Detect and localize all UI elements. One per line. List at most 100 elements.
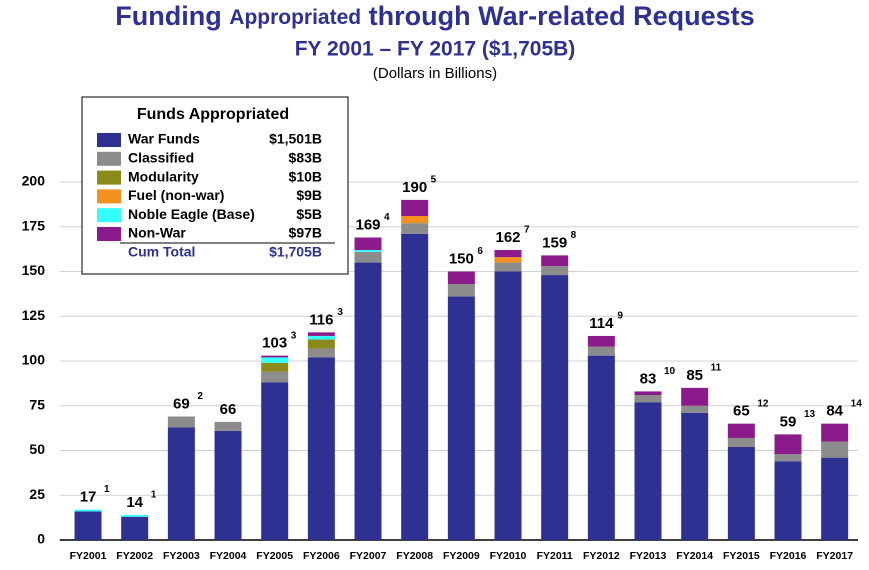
total-label: 169	[356, 216, 381, 233]
y-tick-label: 0	[37, 531, 45, 547]
x-tick-label: FY2002	[116, 550, 153, 562]
legend-value: $1,501B	[269, 131, 322, 147]
footnote-marker: 1	[151, 490, 157, 501]
legend-swatch	[97, 208, 121, 223]
bar-segment	[401, 216, 429, 224]
footnote-marker: 2	[197, 391, 203, 402]
x-tick-label: FY2005	[256, 550, 293, 562]
legend-label: Non-War	[128, 225, 186, 241]
legend-label: Fuel (non-war)	[128, 187, 224, 203]
bar-segment	[821, 423, 849, 442]
y-tick-label: 200	[22, 173, 46, 189]
total-label: 69	[173, 395, 190, 412]
x-tick-label: FY2017	[816, 550, 853, 562]
footnote-marker: 7	[524, 225, 530, 236]
title-part: Appropriated	[229, 6, 361, 29]
title-part: through War-related Requests	[369, 1, 755, 31]
bar-segment	[307, 339, 335, 349]
y-tick-label: 75	[29, 396, 45, 412]
bar-segment	[494, 257, 522, 263]
bar-segment	[681, 387, 709, 406]
legend-swatch	[97, 170, 121, 185]
legend-label: Classified	[128, 150, 194, 166]
x-tick-label: FY2004	[210, 550, 247, 562]
bar-segment	[681, 405, 709, 413]
bar-segment	[261, 355, 289, 358]
bar-segment	[214, 421, 242, 431]
bar-segment	[261, 357, 289, 363]
total-label: 66	[220, 401, 237, 418]
y-tick-label: 25	[29, 486, 45, 502]
bar-segment	[214, 430, 242, 540]
total-label: 14	[126, 494, 143, 511]
bar-segment	[447, 284, 475, 297]
units-note: (Dollars in Billions)	[373, 65, 497, 82]
x-tick-label: FY2015	[723, 550, 760, 562]
bar-segment	[401, 199, 429, 217]
footnote-marker: 14	[851, 398, 863, 409]
total-label: 190	[402, 179, 427, 196]
legend-label: Noble Eagle (Base)	[128, 206, 255, 222]
footnote-marker: 12	[757, 398, 769, 409]
bar-segment	[307, 335, 335, 340]
bar-segment	[354, 262, 382, 540]
bar-segment	[494, 262, 522, 272]
bar-segment	[261, 371, 289, 383]
legend-swatch	[97, 189, 121, 204]
x-tick-label: FY2001	[70, 550, 107, 562]
total-label: 59	[780, 413, 797, 430]
bar-segment	[774, 461, 802, 540]
x-tick-label: FY2003	[163, 550, 200, 562]
x-tick-label: FY2012	[583, 550, 620, 562]
total-label: 84	[826, 403, 843, 420]
bar-segment	[541, 266, 569, 276]
footnote-marker: 3	[291, 330, 297, 341]
total-label: 162	[495, 229, 520, 246]
x-tick-label: FY2013	[630, 550, 667, 562]
total-label: 150	[449, 250, 474, 267]
legend-total-value: $1,705B	[269, 244, 322, 260]
x-tick-label: FY2014	[676, 550, 713, 562]
bar-segment	[681, 412, 709, 540]
total-label: 116	[309, 311, 333, 328]
footnote-marker: 5	[431, 175, 437, 186]
x-tick-label: FY2009	[443, 550, 480, 562]
bar-segment	[261, 382, 289, 540]
footnote-marker: 1	[104, 484, 110, 495]
legend-swatch	[97, 133, 121, 147]
legend-value: $9B	[296, 187, 322, 203]
bar-segment	[121, 514, 149, 517]
bar-segment	[634, 402, 662, 540]
bar-segment	[821, 441, 849, 458]
total-label: 65	[733, 403, 750, 420]
bar-segment	[167, 416, 195, 428]
total-label: 83	[640, 370, 657, 387]
bar-segment	[541, 255, 569, 267]
legend-total-name: Cum Total	[128, 244, 195, 260]
bar-segment	[494, 271, 522, 540]
bar-segment	[74, 509, 102, 512]
footnote-marker: 4	[384, 212, 390, 223]
footnote-marker: 8	[571, 230, 577, 241]
total-label: 159	[542, 234, 567, 251]
y-tick-label: 150	[22, 262, 46, 278]
footnote-marker: 11	[711, 362, 722, 373]
legend-label: War Funds	[128, 131, 200, 147]
bar-segment	[307, 357, 335, 540]
bar-segment	[634, 391, 662, 396]
footnote-marker: 6	[477, 246, 483, 257]
y-tick-label: 100	[22, 352, 46, 368]
footnote-marker: 13	[804, 409, 816, 420]
bar-segment	[307, 348, 335, 358]
x-tick-label: FY2016	[770, 550, 807, 562]
y-tick-label: 175	[22, 217, 46, 233]
bar-segment	[354, 237, 382, 251]
footnote-marker: 3	[337, 307, 343, 318]
bar-segment	[727, 423, 755, 438]
x-tick-label: FY2007	[350, 550, 387, 562]
bar-segment	[541, 275, 569, 540]
bar-segment	[447, 271, 475, 285]
total-label: 114	[589, 315, 614, 332]
x-tick-label: FY2011	[537, 550, 573, 562]
